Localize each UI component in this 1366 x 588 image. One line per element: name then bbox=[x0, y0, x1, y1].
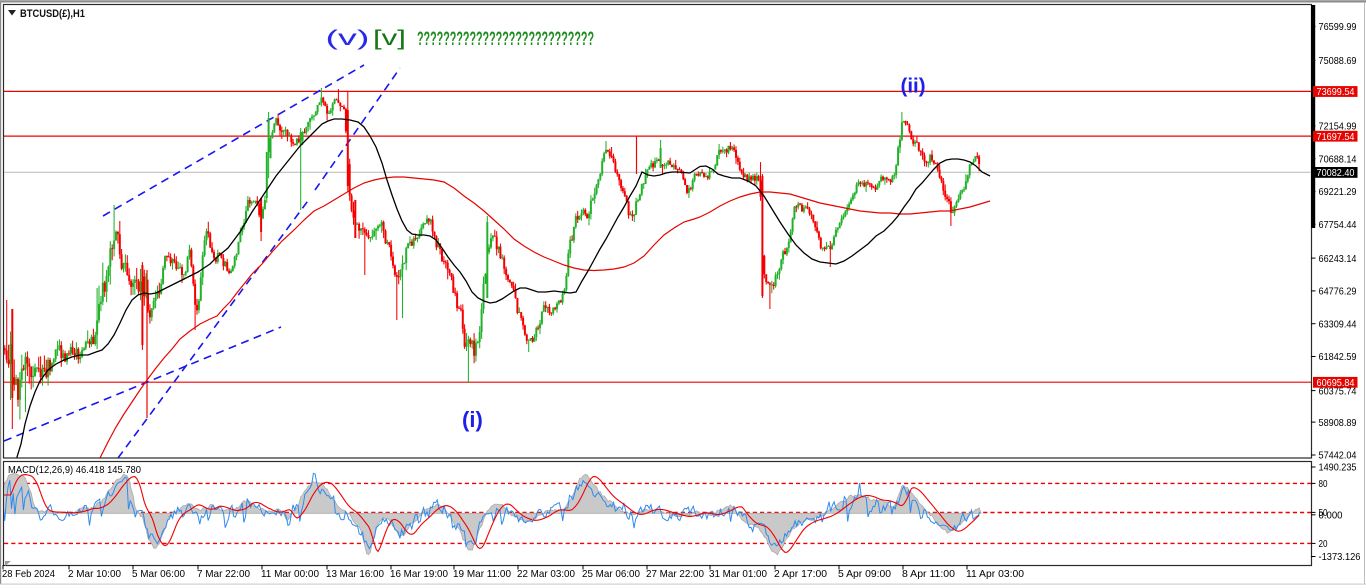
svg-text:66243.14: 66243.14 bbox=[1319, 253, 1357, 265]
svg-text:64776.29: 64776.29 bbox=[1319, 286, 1357, 298]
svg-text:67754.44: 67754.44 bbox=[1319, 219, 1357, 231]
svg-text:5 Mar 06:00: 5 Mar 06:00 bbox=[132, 568, 185, 580]
svg-text:13 Mar 16:00: 13 Mar 16:00 bbox=[326, 568, 384, 580]
svg-text:(ii): (ii) bbox=[901, 75, 926, 98]
svg-text:7 Mar 22:00: 7 Mar 22:00 bbox=[197, 568, 250, 580]
svg-text:27 Mar 22:00: 27 Mar 22:00 bbox=[646, 568, 704, 580]
svg-text:71697.54: 71697.54 bbox=[1317, 131, 1355, 143]
svg-text:60695.84: 60695.84 bbox=[1317, 377, 1355, 389]
svg-text:16 Mar 19:00: 16 Mar 19:00 bbox=[390, 568, 448, 580]
svg-text:8 Apr 11:00: 8 Apr 11:00 bbox=[902, 568, 955, 580]
svg-text:72154.99: 72154.99 bbox=[1319, 121, 1357, 133]
svg-text:60375.74: 60375.74 bbox=[1319, 385, 1357, 397]
svg-text:22 Mar 03:00: 22 Mar 03:00 bbox=[517, 568, 575, 580]
svg-text:-1373.126: -1373.126 bbox=[1319, 551, 1361, 563]
svg-text:BTCUSD(£),H1: BTCUSD(£),H1 bbox=[20, 8, 85, 20]
svg-text:76599.99: 76599.99 bbox=[1319, 21, 1357, 33]
svg-text:58908.89: 58908.89 bbox=[1319, 417, 1357, 429]
svg-text:57442.04: 57442.04 bbox=[1319, 450, 1357, 462]
svg-text:70082.40: 70082.40 bbox=[1317, 167, 1355, 179]
svg-text:61842.59: 61842.59 bbox=[1319, 351, 1357, 363]
svg-text:28 Feb 2024: 28 Feb 2024 bbox=[2, 568, 55, 580]
svg-text:19 Mar 11:00: 19 Mar 11:00 bbox=[453, 568, 511, 580]
svg-text:???????????????????????????: ??????????????????????????? bbox=[417, 28, 594, 50]
svg-text:5 Apr 09:00: 5 Apr 09:00 bbox=[838, 568, 891, 580]
svg-text:73699.54: 73699.54 bbox=[1317, 86, 1355, 98]
svg-text:(i): (i) bbox=[462, 407, 483, 432]
svg-text:70688.14: 70688.14 bbox=[1319, 153, 1357, 165]
svg-text:(v): (v) bbox=[326, 27, 370, 50]
svg-text:MACD(12,26,9) 46.418 145.780: MACD(12,26,9) 46.418 145.780 bbox=[8, 464, 141, 476]
svg-text:1490.235: 1490.235 bbox=[1319, 462, 1357, 474]
svg-text:0.000: 0.000 bbox=[1319, 510, 1343, 522]
svg-text:75088.69: 75088.69 bbox=[1319, 55, 1357, 67]
svg-text:31 Mar 01:00: 31 Mar 01:00 bbox=[709, 568, 767, 580]
svg-text:80: 80 bbox=[1319, 478, 1328, 490]
svg-text:11 Apr 03:00: 11 Apr 03:00 bbox=[966, 568, 1024, 580]
svg-text:69221.29: 69221.29 bbox=[1319, 186, 1357, 198]
svg-text:25 Mar 06:00: 25 Mar 06:00 bbox=[582, 568, 640, 580]
svg-text:[v]: [v] bbox=[373, 27, 406, 50]
svg-text:63309.44: 63309.44 bbox=[1319, 318, 1357, 330]
svg-text:11 Mar 00:00: 11 Mar 00:00 bbox=[261, 568, 319, 580]
svg-text:2 Apr 17:00: 2 Apr 17:00 bbox=[774, 568, 827, 580]
svg-text:20: 20 bbox=[1319, 538, 1328, 550]
svg-text:2 Mar 10:00: 2 Mar 10:00 bbox=[68, 568, 121, 580]
svg-text:50: 50 bbox=[1319, 507, 1328, 519]
